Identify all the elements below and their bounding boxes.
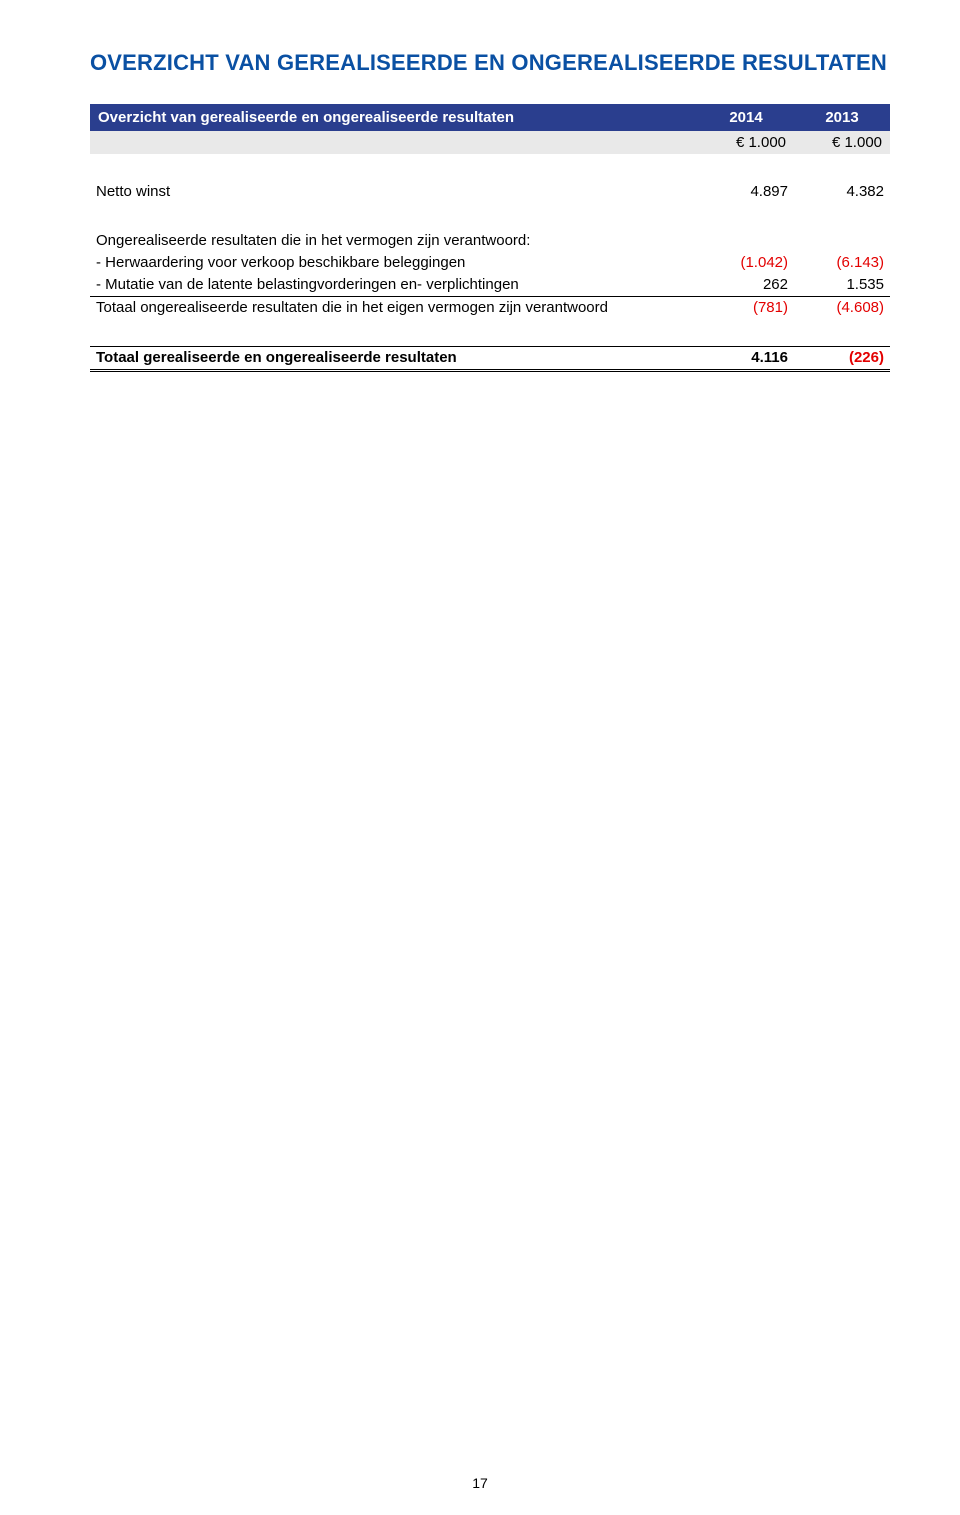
row-section-intro: Ongerealiseerde resultaten die in het ve… xyxy=(90,230,890,252)
tot-ongereal-label: Totaal ongerealiseerde resultaten die in… xyxy=(90,297,698,320)
table-header-row: Overzicht van gerealiseerde en ongereali… xyxy=(90,104,890,131)
grand-v1: 4.116 xyxy=(698,347,794,371)
spacer-row xyxy=(90,154,890,181)
grand-label: Totaal gerealiseerde en ongerealiseerde … xyxy=(90,347,698,371)
netto-label: Netto winst xyxy=(90,181,698,203)
spacer-row xyxy=(90,319,890,347)
results-table: Overzicht van gerealiseerde en ongereali… xyxy=(90,104,890,372)
herw-label: - Herwaardering voor verkoop beschikbare… xyxy=(90,252,698,274)
netto-v2: 4.382 xyxy=(794,181,890,203)
herw-v2: (6.143) xyxy=(794,252,890,274)
units-col-2: € 1.000 xyxy=(794,131,890,154)
tot-ongereal-v1: (781) xyxy=(698,297,794,320)
row-netto-winst: Netto winst 4.897 4.382 xyxy=(90,181,890,203)
row-grand-total: Totaal gerealiseerde en ongerealiseerde … xyxy=(90,347,890,371)
units-col-1: € 1.000 xyxy=(698,131,794,154)
spacer-row xyxy=(90,203,890,230)
header-year-2: 2013 xyxy=(794,104,890,131)
herw-v1: (1.042) xyxy=(698,252,794,274)
tot-ongereal-v2: (4.608) xyxy=(794,297,890,320)
row-total-ongerealiseerd: Totaal ongerealiseerde resultaten die in… xyxy=(90,297,890,320)
page: OVERZICHT VAN GEREALISEERDE EN ONGEREALI… xyxy=(0,0,960,1515)
page-number: 17 xyxy=(0,1475,960,1491)
units-label-blank xyxy=(90,131,698,154)
mutatie-v2: 1.535 xyxy=(794,274,890,297)
netto-v1: 4.897 xyxy=(698,181,794,203)
units-row: € 1.000 € 1.000 xyxy=(90,131,890,154)
mutatie-label: - Mutatie van de latente belastingvorder… xyxy=(90,274,698,297)
section-intro-label: Ongerealiseerde resultaten die in het ve… xyxy=(90,230,698,252)
header-year-1: 2014 xyxy=(698,104,794,131)
page-title: OVERZICHT VAN GEREALISEERDE EN ONGEREALI… xyxy=(90,50,890,76)
grand-v2: (226) xyxy=(794,347,890,371)
row-herwaardering: - Herwaardering voor verkoop beschikbare… xyxy=(90,252,890,274)
header-label: Overzicht van gerealiseerde en ongereali… xyxy=(90,104,698,131)
row-mutatie: - Mutatie van de latente belastingvorder… xyxy=(90,274,890,297)
mutatie-v1: 262 xyxy=(698,274,794,297)
